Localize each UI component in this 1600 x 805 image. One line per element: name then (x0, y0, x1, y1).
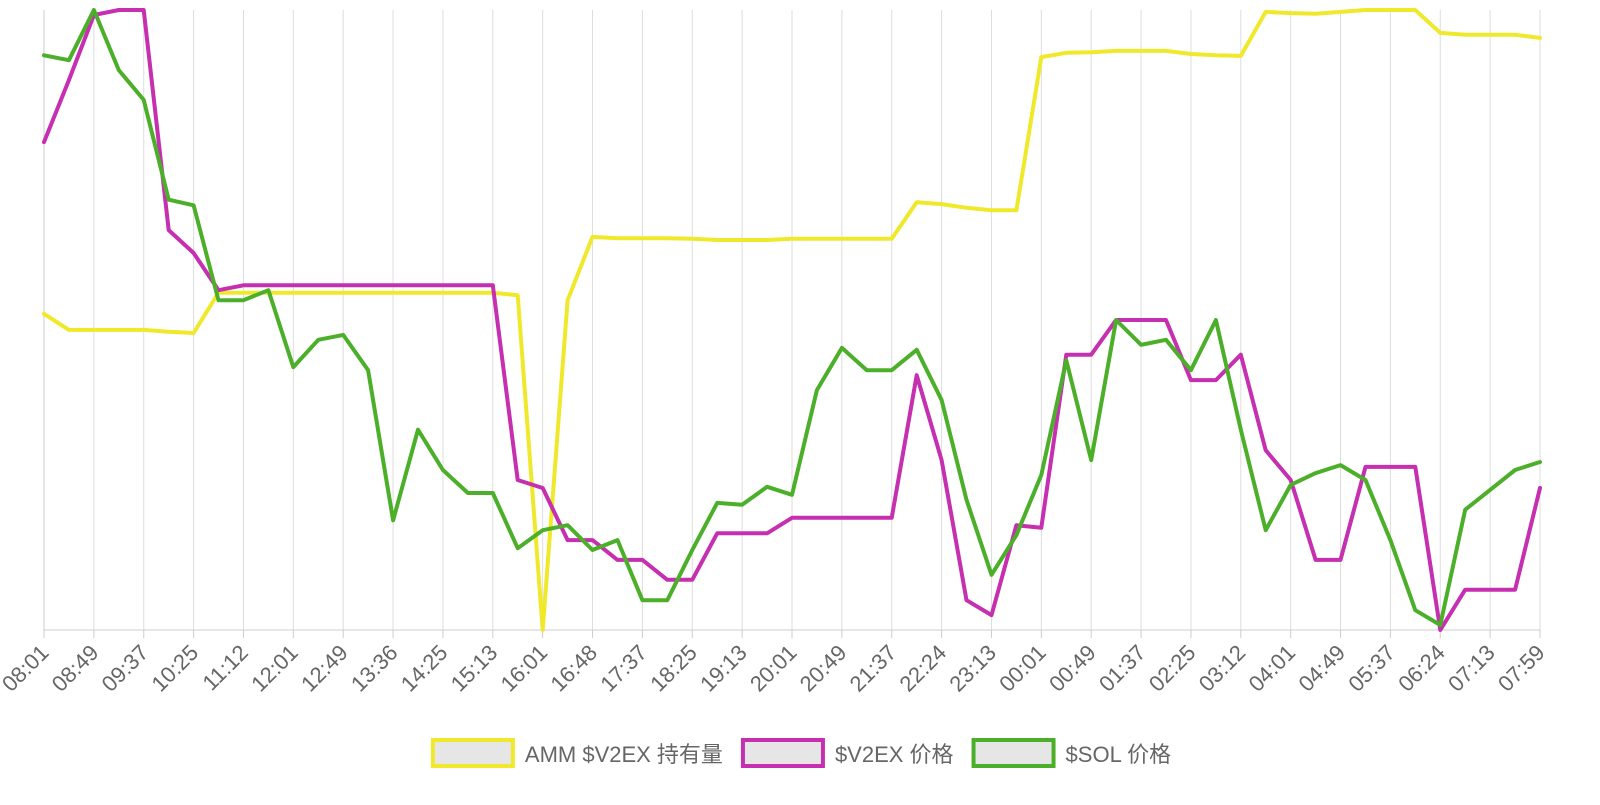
legend: AMM $V2EX 持有量 $V2EX 价格 $SOL 价格 (430, 738, 1172, 768)
x-tick-label: 13:36 (346, 640, 403, 697)
legend-swatch (430, 738, 515, 768)
x-tick-label: 08:49 (47, 640, 104, 697)
series-line (42, 8, 1542, 632)
x-tick-label: 18:25 (645, 640, 702, 697)
x-tick-label: 02:25 (1144, 640, 1201, 697)
x-tick-label: 23:13 (944, 640, 1001, 697)
x-tick-label: 03:12 (1194, 640, 1251, 697)
x-tick-label: 06:24 (1393, 640, 1450, 697)
x-tick-label: 16:01 (496, 640, 553, 697)
legend-label: $SOL 价格 (1066, 742, 1172, 767)
x-tick-label: 11:12 (198, 640, 253, 695)
x-tick-label: 16:48 (545, 640, 602, 697)
x-tick-label: 08:01 (0, 640, 54, 697)
x-tick-label: 10:25 (147, 640, 204, 697)
x-tick-label: 19:13 (695, 640, 752, 697)
x-tick-label: 07:59 (1493, 640, 1550, 697)
series-line (42, 8, 1542, 632)
legend-label: $V2EX 价格 (835, 742, 954, 767)
x-tick-label: 00:01 (994, 640, 1051, 697)
x-tick-label: 04:49 (1293, 640, 1350, 697)
x-tick-label: 05:37 (1343, 640, 1400, 697)
x-tick-label: 22:24 (895, 640, 952, 697)
x-tick-label: 01:37 (1094, 640, 1151, 697)
x-tick-label: 07:13 (1443, 640, 1500, 697)
legend-label: AMM $V2EX 持有量 (525, 742, 723, 767)
x-tick-label: 17:37 (595, 640, 652, 697)
x-tick-label: 09:37 (97, 640, 154, 697)
x-tick-label: 12:49 (296, 640, 353, 697)
legend-swatch (971, 738, 1056, 768)
x-tick-label: 20:49 (795, 640, 852, 697)
x-tick-label: 00:49 (1044, 640, 1101, 697)
series-line (42, 8, 1542, 627)
x-tick-label: 12:01 (246, 640, 303, 697)
x-tick-label: 21:37 (845, 640, 902, 697)
x-tick-label: 15:13 (446, 640, 503, 697)
x-tick-label: 04:01 (1244, 640, 1301, 697)
x-tick-label: 20:01 (745, 640, 802, 697)
legend-swatch (740, 738, 825, 768)
x-tick-label: 14:25 (396, 640, 453, 697)
